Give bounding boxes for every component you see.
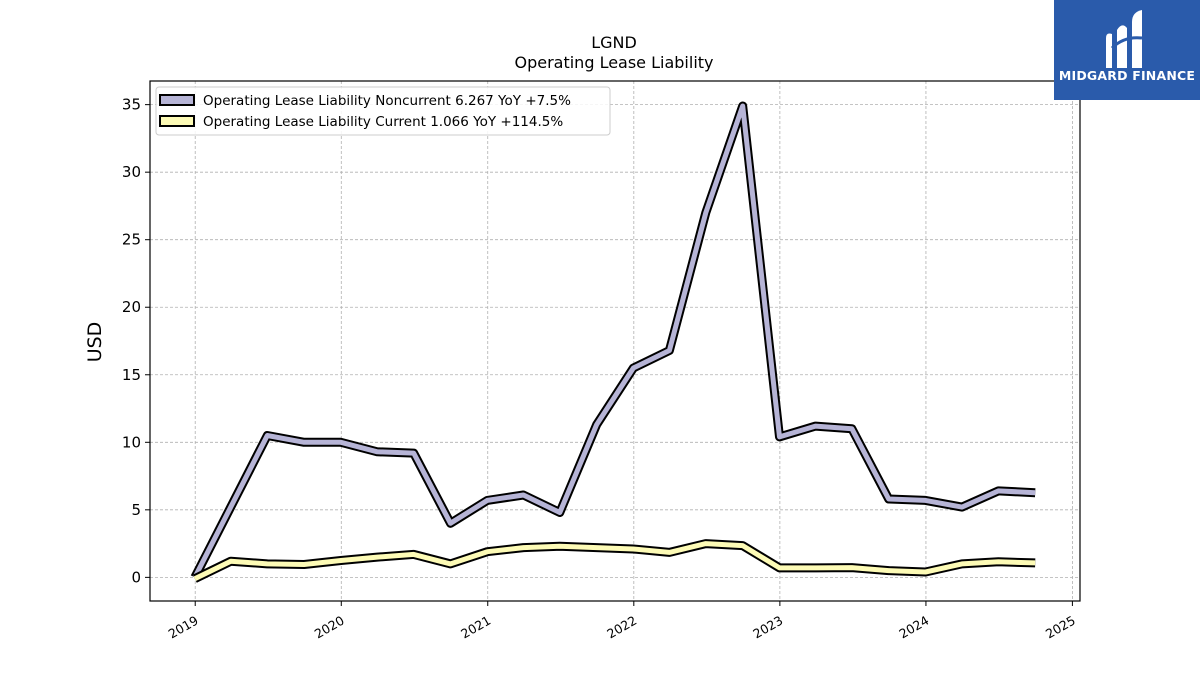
- y-tick-label: 0: [131, 568, 141, 586]
- y-tick-label: 15: [122, 366, 141, 384]
- x-tick-label: 2025: [1043, 613, 1078, 642]
- x-tick-label: 2020: [312, 613, 347, 642]
- legend-swatch: [159, 115, 195, 127]
- legend-label: Operating Lease Liability Noncurrent 6.2…: [203, 93, 571, 109]
- chart-subtitle: Operating Lease Liability: [514, 53, 713, 72]
- x-tick-label: 2023: [750, 613, 785, 642]
- legend-label: Operating Lease Liability Current 1.066 …: [203, 114, 563, 130]
- brand-name: MIDGARD FINANCE: [1058, 68, 1196, 83]
- series-2: [192, 539, 1036, 583]
- series-line-outline: [190, 101, 1036, 580]
- x-tick-label: 2022: [604, 613, 639, 642]
- y-tick-label: 25: [122, 231, 141, 249]
- legend-box: [155, 86, 611, 136]
- midgard-logo-icon: [1106, 10, 1143, 68]
- brand-logo-badge: MIDGARD FINANCE: [1054, 0, 1200, 100]
- y-tick-label: 20: [122, 298, 141, 316]
- legend: Operating Lease Liability Noncurrent 6.2…: [155, 86, 611, 136]
- y-tick-label: 30: [122, 163, 141, 181]
- grid-lines: [150, 81, 1080, 601]
- x-tick-label: 2021: [458, 613, 493, 642]
- chart-title: LGND: [591, 33, 637, 52]
- series-line: [193, 541, 1036, 581]
- series-1: [190, 101, 1036, 580]
- plot-frame: [149, 80, 1081, 602]
- series-line: [192, 103, 1036, 579]
- y-tick-label: 10: [122, 433, 141, 451]
- y-axis-label: USD: [84, 322, 106, 363]
- legend-swatch: [159, 94, 195, 106]
- series-layer: [190, 101, 1036, 583]
- y-tick-label: 5: [131, 501, 141, 519]
- x-tick-label: 2019: [166, 613, 201, 642]
- y-tick-label: 35: [122, 96, 141, 114]
- x-tick-label: 2024: [896, 613, 931, 642]
